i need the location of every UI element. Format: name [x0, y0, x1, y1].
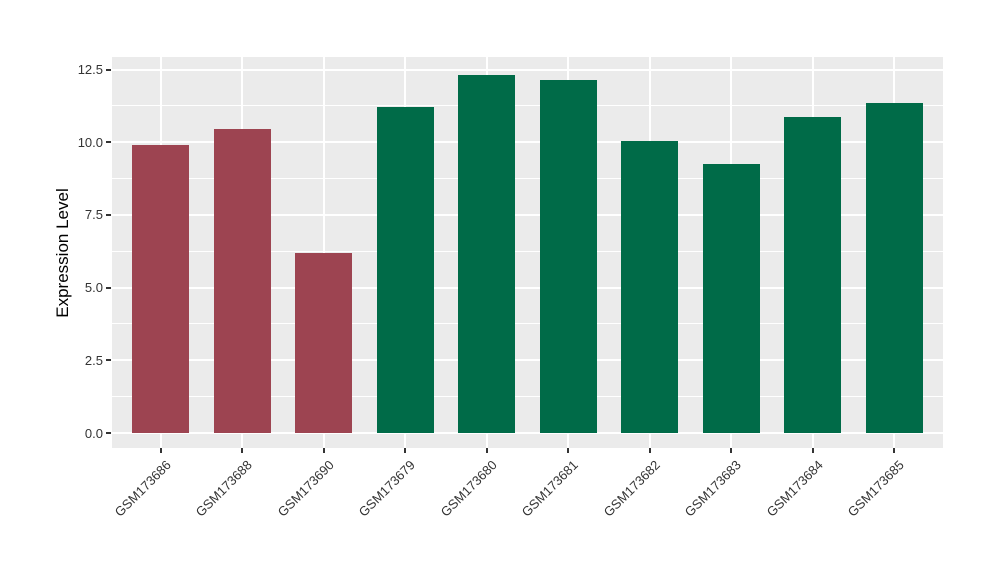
x-tick-label: GSM173679 [355, 457, 419, 520]
x-tick-label: GSM173688 [193, 457, 256, 520]
x-tick-label: GSM173684 [763, 457, 826, 520]
gridline-major-y [112, 286, 943, 289]
x-tick-mark [811, 448, 814, 453]
bar-GSM173684 [784, 117, 842, 433]
y-axis-title: Expression Level [53, 187, 72, 318]
y-tick-mark [106, 141, 111, 144]
bar-GSM173679 [376, 107, 434, 433]
x-tick-mark [567, 448, 570, 453]
x-tick-mark [648, 448, 651, 453]
bar-GSM173680 [458, 75, 516, 433]
y-tick-label: 7.5 [84, 207, 103, 223]
gridline-minor-y [112, 250, 943, 252]
gridline-major-y [112, 359, 943, 362]
bar-GSM173686 [132, 145, 190, 433]
y-tick-mark [106, 68, 111, 71]
x-tick-label: GSM173680 [437, 457, 500, 520]
y-tick-mark [106, 213, 111, 216]
bar-GSM173682 [621, 140, 679, 433]
bar-GSM173681 [539, 79, 597, 433]
x-tick-mark [730, 448, 733, 453]
gridline-minor-y [112, 178, 943, 180]
y-tick-label: 12.5 [77, 62, 103, 77]
gridline-major-y [112, 432, 943, 434]
gridline-minor-y [112, 105, 943, 107]
y-tick-mark [106, 359, 111, 362]
gridline-minor-y [112, 323, 943, 325]
x-tick-label: GSM173683 [681, 457, 745, 520]
x-tick-label: GSM173685 [844, 457, 908, 520]
gridline-minor-y [112, 396, 943, 398]
gridline-major-y [112, 68, 943, 71]
gridline-major-y [112, 141, 943, 144]
x-tick-label: GSM173686 [111, 457, 174, 520]
y-tick-label: 5.0 [84, 280, 103, 296]
x-tick-label: GSM173681 [518, 457, 582, 520]
x-tick-mark [893, 448, 896, 453]
y-tick-label: 2.5 [84, 352, 103, 368]
x-tick-mark [485, 448, 488, 453]
x-tick-label: GSM173682 [600, 457, 663, 520]
x-tick-mark [159, 448, 162, 453]
x-tick-mark [404, 448, 407, 453]
bar-GSM173688 [213, 129, 271, 433]
y-tick-label: 10.0 [77, 134, 103, 150]
x-tick-mark [241, 448, 244, 453]
gridline-major-x [322, 57, 325, 448]
bar-GSM173690 [295, 252, 353, 433]
y-tick-mark [106, 286, 111, 289]
x-tick-mark [322, 448, 325, 453]
plot-panel [112, 57, 943, 448]
y-tick-mark [106, 432, 111, 434]
bar-GSM173685 [865, 102, 923, 433]
bar-GSM173683 [702, 164, 760, 433]
gridline-major-y [112, 213, 943, 216]
x-tick-label: GSM173690 [274, 457, 337, 520]
y-tick-label: 0.0 [84, 425, 103, 441]
